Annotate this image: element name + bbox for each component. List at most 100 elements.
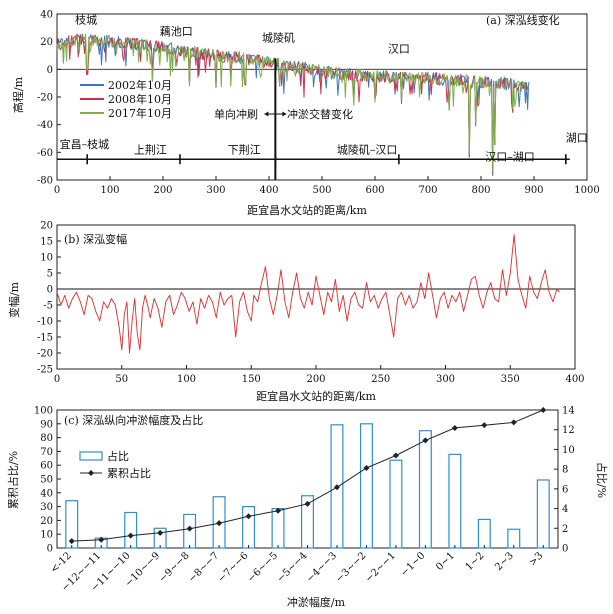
panel-a-divide-left-label: 单向冲刷: [214, 107, 258, 121]
panel-c-y-left-tick-label: 90: [40, 419, 53, 430]
panel-c-cumulative-point: [392, 452, 399, 459]
panel-a-x-tick-label: 0: [54, 185, 60, 196]
panel-c-cumulative-point: [540, 407, 547, 413]
panel-c-ylabel-left: 累积占比/%: [6, 451, 20, 509]
panel-c-cumulative-point: [98, 536, 105, 543]
panel-c-cumulative-point: [422, 437, 429, 444]
panel-b-y-tick-label: 5: [47, 269, 53, 280]
panel-a-y-tick-label: -20: [37, 93, 53, 104]
panel-c-category-label: −2~−1: [363, 550, 398, 585]
panel-b-xlabel: 距宜昌水文站的距离/km: [256, 389, 376, 403]
panel-c-category-label: −4~−3: [305, 550, 340, 585]
panel-c-xlabel: 冲淤幅度/m: [287, 595, 346, 609]
panel-a-series-line: [56, 33, 530, 173]
panel-c-y-right-tick-label: 2: [562, 524, 568, 535]
panel-a-y-tick-label: -80: [37, 176, 53, 187]
panel-c-bar: [477, 518, 491, 549]
panel-a-title: (a) 深泓线变化: [486, 13, 560, 27]
panel-c-cumulative-point: [363, 464, 370, 471]
panel-c-category-label: −9~−8: [157, 550, 192, 585]
panel-c-bar: [536, 479, 550, 549]
panel-b-x-tick-label: 50: [115, 374, 128, 385]
panel-c-title: (c) 深泓纵向冲淤幅度及占比: [64, 413, 203, 427]
panel-c-y-right-tick-label: 10: [562, 445, 575, 456]
panel-b-x-tick-label: 300: [436, 374, 455, 385]
panel-c-ylabel-right: 占比/%: [595, 462, 609, 498]
panel-a-legend-label: 2002年10月: [108, 78, 172, 92]
panel-a-x-tick-label: 300: [206, 185, 225, 196]
panel-a-deep-thalweg: (a) 深泓线变化 高程/m 距宜昌水文站的距离/km 单向冲刷 冲淤交替变化 …: [11, 10, 600, 218]
panel-a-x-tick-label: 600: [365, 185, 384, 196]
panel-c-bar: [271, 507, 285, 549]
panel-a-x-tick-label: 900: [524, 185, 543, 196]
panel-a-x-tick-label: 1000: [574, 185, 599, 196]
panel-a-ylabel: 高程/m: [11, 76, 25, 113]
panel-c-y-left-tick-label: 100: [34, 406, 53, 417]
panel-c-category-label: −1~0: [399, 550, 428, 579]
panel-c-bar: [418, 430, 432, 549]
panel-b-change-line: [56, 234, 560, 354]
panel-a-x-tick-label: 400: [259, 185, 278, 196]
panel-c-bar: [359, 423, 373, 549]
panel-a-place-label: 枝城: [75, 13, 97, 27]
panel-b-y-tick-label: -20: [37, 349, 53, 360]
panel-c-cumulative-point: [275, 507, 282, 514]
panel-a-reach-label: 上荆江: [134, 144, 167, 157]
panel-c-bar: [448, 453, 462, 549]
panel-c-y-left-tick-label: 30: [40, 502, 53, 513]
panel-c-y-right-tick-label: 4: [562, 504, 568, 515]
panel-b-ylabel: 变幅/m: [7, 281, 21, 318]
panel-b-plot-frame: [56, 224, 576, 370]
panel-c-y-right-tick-label: 14: [562, 406, 575, 417]
panel-c-erosion-deposition: (c) 深泓纵向冲淤幅度及占比 累积占比/% 占比/% 冲淤幅度/m 01020…: [6, 406, 609, 610]
panel-b-thalweg-change: (b) 深泓变幅 变幅/m 距宜昌水文站的距离/km 0 50 100 150 200 2…: [7, 221, 585, 404]
panel-c-category-label: 1~2: [464, 550, 487, 573]
panel-a-y-tick-label: 20: [40, 37, 53, 48]
panel-a-x-tick-label: 200: [153, 185, 172, 196]
panel-c-y-right-tick-label: 0: [562, 544, 568, 555]
panel-c-category-label: 2~3: [493, 550, 516, 573]
panel-a-y-tick-label: 0: [47, 65, 53, 76]
panel-a-legend-label: 2008年10月: [108, 92, 172, 106]
panel-c-y-left-tick-label: 80: [40, 433, 53, 444]
panel-c-bar: [124, 511, 138, 549]
panel-c-legend-bar-swatch: [79, 451, 103, 461]
panel-a-reach-label: 汉口–湖口: [485, 151, 535, 164]
panel-a-xlabel: 距宜昌水文站的距离/km: [247, 203, 367, 217]
panel-a-reach-label: 宜昌–枝城: [60, 137, 110, 151]
panel-a-x-tick-label: 700: [418, 185, 437, 196]
panel-b-y-tick-label: 0: [47, 285, 53, 296]
panel-c-cumulative-point: [68, 538, 75, 545]
panel-a-y-tick-label: 40: [40, 10, 53, 21]
panel-b-title: (b) 深泓变幅: [64, 232, 127, 246]
panel-a-reach-label: 湖口: [566, 131, 588, 144]
panel-c-y-left-tick-label: 70: [40, 447, 53, 458]
panel-c-cumulative-point: [304, 500, 311, 507]
panel-a-y-tick-label: -40: [37, 120, 53, 131]
panel-c-cumulative-point: [127, 532, 134, 539]
panel-a-place-label: 藕池口: [160, 25, 193, 38]
panel-b-x-tick-label: 150: [242, 374, 261, 385]
panel-c-category-label: >3: [527, 550, 545, 568]
panel-c-cumulative-point: [186, 525, 193, 532]
panel-c-y-left-tick-label: 20: [40, 516, 53, 527]
panel-a-place-label: 城陵矶: [262, 32, 295, 45]
panel-c-cumulative-point: [451, 424, 458, 431]
panel-a-reach-label: 下荆江: [228, 144, 261, 157]
panel-c-cumulative-point: [333, 484, 340, 491]
panel-c-y-left-tick-label: 10: [40, 530, 53, 541]
panel-a-reach-label: 城陵矶–汉口: [337, 144, 398, 157]
panel-c-y-left-tick-label: 60: [40, 461, 53, 472]
panel-b-y-tick-label: -5: [43, 301, 53, 312]
panel-c-category-label: 0~1: [434, 550, 457, 573]
panel-c-cumulative-point: [510, 419, 517, 426]
panel-c-category-label: −6~−5: [246, 550, 281, 585]
panel-a-x-tick-label: 500: [312, 185, 331, 196]
panel-a-x-tick-label: 100: [100, 185, 119, 196]
panel-a-x-tick-label: 800: [471, 185, 490, 196]
panel-b-x-tick-label: 350: [501, 374, 520, 385]
panel-a-place-label: 汉口: [388, 43, 410, 56]
panel-c-y-left-tick-label: 40: [40, 488, 53, 499]
panel-b-y-tick-label: 10: [40, 253, 53, 264]
